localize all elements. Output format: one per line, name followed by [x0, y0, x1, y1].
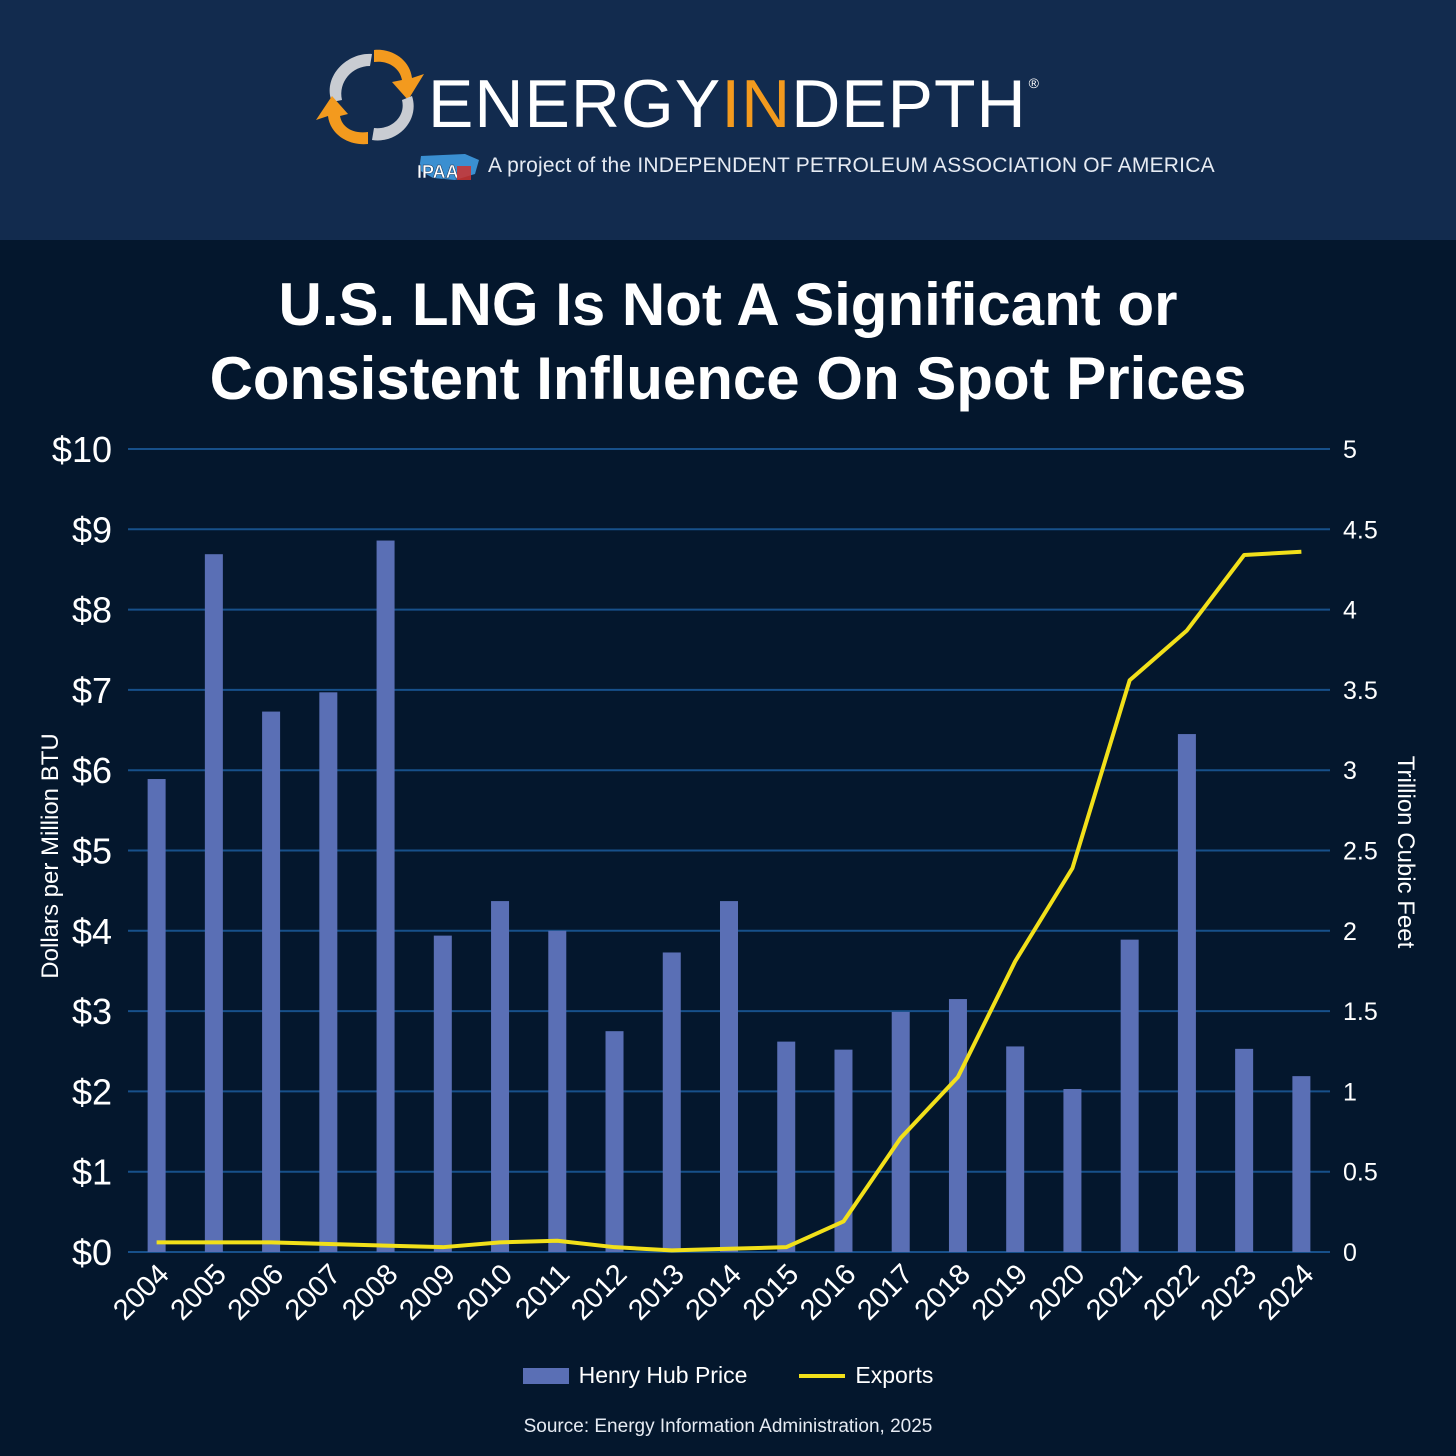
y-tick-left: $2 — [72, 1071, 112, 1112]
x-tick: 2016 — [794, 1258, 862, 1326]
y-tick-right: 4.5 — [1343, 516, 1378, 544]
exports-line — [156, 549, 1302, 1253]
bar-2009 — [433, 935, 452, 1252]
x-tick: 2023 — [1195, 1258, 1263, 1326]
tagline: A project of the INDEPENDENT PETROLEUM A… — [488, 154, 1215, 177]
bar-2023 — [1235, 1048, 1254, 1252]
bar-2021 — [1120, 939, 1139, 1252]
brand-word-in: IN — [721, 66, 792, 142]
bar-2018 — [948, 999, 967, 1252]
chart-title: U.S. LNG Is Not A Significant or Consist… — [0, 268, 1456, 416]
chart-panel — [0, 240, 1456, 1456]
y-axis-right-ticks: 0 0.5 1 1.5 2 2.5 3 3.5 4 4.5 5 — [1343, 436, 1378, 1267]
x-tick: 2012 — [565, 1258, 633, 1326]
x-tick: 2015 — [737, 1258, 805, 1326]
legend-label-exports: Exports — [855, 1362, 934, 1388]
bar-2019 — [1006, 1046, 1025, 1252]
y-tick-left: $8 — [72, 590, 112, 631]
y-tick-left: $9 — [72, 509, 112, 550]
bar-2012 — [605, 1031, 624, 1252]
x-tick: 2018 — [909, 1258, 977, 1326]
bar-2011 — [548, 930, 567, 1252]
registered-mark: ® — [1028, 75, 1040, 91]
y-tick-left: $5 — [72, 831, 112, 872]
bar-2024 — [1292, 1076, 1311, 1252]
y-tick-right: 3.5 — [1343, 677, 1378, 705]
y-tick-left: $7 — [72, 670, 112, 711]
legend-label-henry-hub: Henry Hub Price — [578, 1362, 748, 1388]
y-tick-left: $1 — [72, 1152, 112, 1193]
x-tick: 2006 — [222, 1258, 290, 1326]
legend-item-henry-hub: Henry Hub Price — [522, 1362, 748, 1389]
y-tick-left: $6 — [72, 750, 112, 791]
x-axis-ticks: 2004200520062007200820092010201120122013… — [107, 1258, 1320, 1326]
brand-wordmark: ENERGYINDEPTH ® — [428, 70, 1040, 138]
y-tick-right: 2 — [1343, 918, 1357, 946]
bar-2010 — [491, 901, 510, 1252]
y-axis-right-label: Trillion Cubic Feet — [1392, 756, 1419, 949]
bar-2007 — [319, 692, 338, 1252]
x-tick: 2017 — [851, 1258, 919, 1326]
ipaa-logo-label: IPAA — [417, 162, 459, 182]
y-tick-right: 3 — [1343, 757, 1357, 785]
x-tick: 2019 — [966, 1258, 1034, 1326]
y-tick-left: $10 — [52, 429, 112, 470]
bar-2013 — [662, 952, 681, 1252]
bar-2004 — [147, 779, 166, 1252]
bar-series — [147, 540, 1311, 1252]
x-tick: 2004 — [107, 1258, 175, 1326]
brand-word-energy: ENERGY — [428, 66, 722, 142]
x-tick: 2010 — [451, 1258, 519, 1326]
chart-title-line2: Consistent Influence On Spot Prices — [209, 345, 1247, 412]
bar-2005 — [204, 554, 223, 1252]
y-tick-left: $0 — [72, 1232, 112, 1273]
x-tick: 2005 — [165, 1258, 233, 1326]
x-tick: 2020 — [1023, 1258, 1091, 1326]
y-tick-right: 0 — [1343, 1239, 1357, 1267]
ipaa-logo-icon: IPAA — [417, 154, 479, 182]
chart-title-line1: U.S. LNG Is Not A Significant or — [278, 271, 1178, 338]
bar-2022 — [1177, 734, 1196, 1252]
bar-2008 — [376, 540, 395, 1252]
bar-2006 — [262, 711, 281, 1252]
x-tick: 2014 — [680, 1258, 748, 1326]
x-tick: 2009 — [394, 1258, 462, 1326]
y-tick-right: 4 — [1343, 597, 1357, 625]
x-tick: 2007 — [279, 1258, 347, 1326]
x-tick: 2021 — [1080, 1258, 1148, 1326]
bar-2017 — [891, 1011, 910, 1252]
y-tick-left: $4 — [72, 911, 112, 952]
y-tick-right: 5 — [1343, 436, 1357, 464]
x-tick: 2022 — [1138, 1258, 1206, 1326]
legend-swatch-line — [799, 1373, 846, 1378]
legend-swatch-bar — [522, 1367, 569, 1384]
y-tick-right: 0.5 — [1343, 1159, 1378, 1187]
bar-2015 — [777, 1041, 796, 1252]
x-tick: 2011 — [510, 1258, 577, 1325]
x-tick: 2008 — [336, 1258, 404, 1326]
legend-item-exports: Exports — [799, 1362, 933, 1389]
y-axis-left-ticks: $0 $1 $2 $3 $4 $5 $6 $7 $8 $9 $10 — [52, 429, 112, 1273]
energy-swirl-logo-icon — [316, 49, 424, 145]
bar-2016 — [834, 1049, 853, 1252]
chart-legend: Henry Hub Price Exports — [0, 1362, 1456, 1389]
brand-word-depth: DEPTH — [791, 66, 1027, 142]
bar-2014 — [720, 901, 738, 1252]
line-series — [156, 549, 1302, 1253]
x-tick: 2013 — [622, 1258, 690, 1326]
bar-2020 — [1063, 1088, 1082, 1252]
y-tick-right: 1 — [1343, 1078, 1357, 1106]
y-tick-right: 1.5 — [1343, 998, 1378, 1026]
y-axis-left-label: Dollars per Million BTU — [37, 733, 64, 978]
x-tick: 2024 — [1252, 1258, 1320, 1326]
header-banner — [0, 0, 1456, 240]
y-tick-left: $3 — [72, 991, 112, 1032]
source-note: Source: Energy Information Administratio… — [523, 1416, 933, 1437]
y-tick-right: 2.5 — [1343, 838, 1378, 866]
